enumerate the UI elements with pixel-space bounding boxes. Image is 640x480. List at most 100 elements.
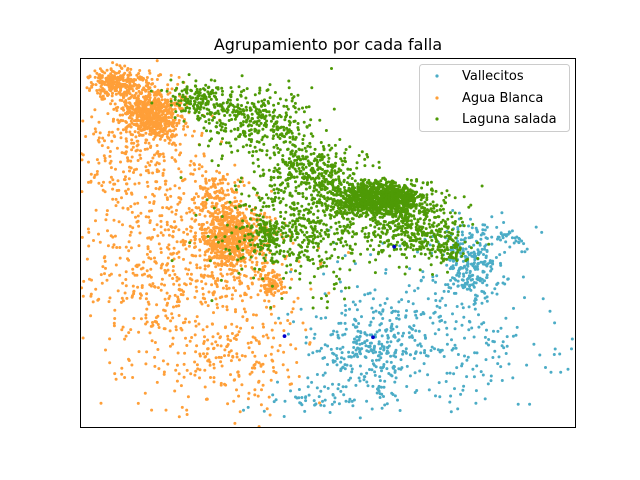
data-point xyxy=(552,353,556,356)
data-point xyxy=(288,382,292,386)
data-point xyxy=(262,268,266,272)
data-point xyxy=(504,240,508,244)
data-point xyxy=(456,239,460,243)
data-point xyxy=(368,368,371,371)
data-point xyxy=(181,178,185,182)
data-point xyxy=(248,230,252,233)
data-point xyxy=(461,242,465,246)
data-point xyxy=(111,61,115,65)
data-point xyxy=(166,268,170,272)
data-point xyxy=(384,197,388,201)
data-point xyxy=(205,249,209,253)
data-point xyxy=(319,403,323,407)
data-point xyxy=(93,75,97,79)
data-point xyxy=(227,353,231,357)
data-point xyxy=(137,108,141,112)
data-point xyxy=(508,245,512,249)
data-point xyxy=(179,170,183,174)
data-point xyxy=(356,329,360,333)
data-point xyxy=(109,86,113,90)
data-point xyxy=(143,391,147,395)
data-point xyxy=(240,281,244,285)
data-point xyxy=(133,93,137,97)
data-point xyxy=(329,347,333,351)
data-point xyxy=(218,199,222,202)
data-point xyxy=(284,111,288,115)
data-point xyxy=(297,260,301,264)
data-point xyxy=(475,351,479,355)
data-point xyxy=(440,296,444,300)
data-point xyxy=(220,242,224,246)
data-point xyxy=(106,244,110,248)
data-point xyxy=(169,319,173,323)
data-point xyxy=(248,372,252,376)
data-point xyxy=(399,358,403,362)
data-point xyxy=(282,415,286,418)
data-point xyxy=(401,352,405,356)
data-point xyxy=(466,250,470,254)
data-point xyxy=(460,230,464,234)
data-point xyxy=(405,364,409,368)
data-point xyxy=(409,326,413,330)
data-point xyxy=(165,291,169,295)
data-point xyxy=(153,320,157,323)
data-point xyxy=(87,76,90,80)
data-point xyxy=(433,292,437,296)
data-point xyxy=(469,274,473,278)
data-point xyxy=(166,112,169,116)
data-point xyxy=(362,190,366,193)
data-point xyxy=(514,239,518,243)
data-point xyxy=(220,204,224,208)
data-point xyxy=(242,307,246,311)
data-point xyxy=(482,270,486,274)
data-point xyxy=(380,212,384,216)
data-point xyxy=(125,296,129,300)
data-point xyxy=(382,345,386,349)
data-point xyxy=(272,400,276,404)
data-point xyxy=(220,251,224,255)
data-point xyxy=(112,243,116,247)
data-point xyxy=(283,285,287,289)
data-point xyxy=(144,297,148,301)
data-point xyxy=(378,215,382,219)
data-point xyxy=(159,251,163,254)
data-point xyxy=(290,277,294,281)
data-point xyxy=(177,228,181,232)
data-point xyxy=(220,197,224,201)
data-point xyxy=(146,184,150,188)
data-point xyxy=(219,233,223,237)
data-point xyxy=(541,297,545,301)
data-point xyxy=(289,389,292,393)
data-point xyxy=(505,335,509,339)
data-point xyxy=(216,332,220,336)
data-point xyxy=(233,163,237,167)
data-point xyxy=(211,222,215,226)
data-point xyxy=(253,388,257,392)
data-point xyxy=(80,190,84,194)
data-point xyxy=(318,198,322,202)
data-point xyxy=(382,208,386,212)
data-point xyxy=(273,280,277,284)
data-point xyxy=(185,344,189,347)
data-point xyxy=(453,327,457,331)
data-point xyxy=(518,237,522,241)
data-point xyxy=(389,180,393,184)
data-point xyxy=(173,220,176,224)
data-point xyxy=(472,375,476,379)
data-point xyxy=(314,315,318,319)
data-point xyxy=(512,241,516,245)
data-point xyxy=(465,263,469,267)
data-point xyxy=(152,93,156,97)
data-point xyxy=(253,366,257,370)
data-point xyxy=(210,201,214,205)
data-point xyxy=(304,399,308,403)
data-point xyxy=(437,381,441,385)
data-point xyxy=(172,246,176,250)
data-point xyxy=(341,366,344,370)
data-point xyxy=(365,371,369,375)
data-point xyxy=(88,277,91,281)
data-point xyxy=(124,278,128,281)
data-point xyxy=(528,402,532,406)
data-point xyxy=(206,264,210,268)
data-point xyxy=(343,313,347,317)
